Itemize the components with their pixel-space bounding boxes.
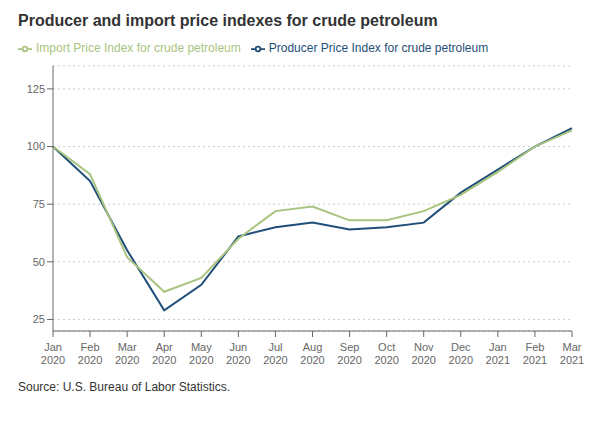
svg-text:125: 125 <box>27 83 45 95</box>
html-text:Producer and import price inde: Producer and import price indexes for cr… <box>18 12 438 29</box>
svg-text:Feb2021: Feb2021 <box>523 341 547 366</box>
svg-text:Sep2020: Sep2020 <box>337 341 361 366</box>
svg-text:Feb2020: Feb2020 <box>78 341 102 366</box>
svg-text:Mar2021: Mar2021 <box>560 341 584 366</box>
svg-text:Apr2020: Apr2020 <box>152 341 176 366</box>
svg-text:Jan2020: Jan2020 <box>41 341 65 366</box>
html-text:Producer Price Index for crude: Producer Price Index for crude petroleum <box>268 41 489 55</box>
svg-text:75: 75 <box>33 198 45 210</box>
svg-text:May2020: May2020 <box>189 341 213 366</box>
svg-text:Jul2020: Jul2020 <box>263 341 287 366</box>
svg-text:Dec2020: Dec2020 <box>449 341 473 366</box>
svg-text:Aug2020: Aug2020 <box>300 341 324 366</box>
svg-text:Nov2020: Nov2020 <box>411 341 435 366</box>
html-text:Import Price Index for crude p: Import Price Index for crude petroleum <box>36 41 241 55</box>
svg-text:25: 25 <box>33 313 45 325</box>
html-text:Source: U.S. Bureau of Labor S: Source: U.S. Bureau of Labor Statistics. <box>18 380 231 394</box>
svg-text:100: 100 <box>27 140 45 152</box>
svg-text:Jan2021: Jan2021 <box>486 341 510 366</box>
svg-text:Mar2020: Mar2020 <box>115 341 139 366</box>
svg-text:50: 50 <box>33 256 45 268</box>
svg-text:Jun2020: Jun2020 <box>226 341 250 366</box>
svg-text:Oct2020: Oct2020 <box>374 341 398 366</box>
